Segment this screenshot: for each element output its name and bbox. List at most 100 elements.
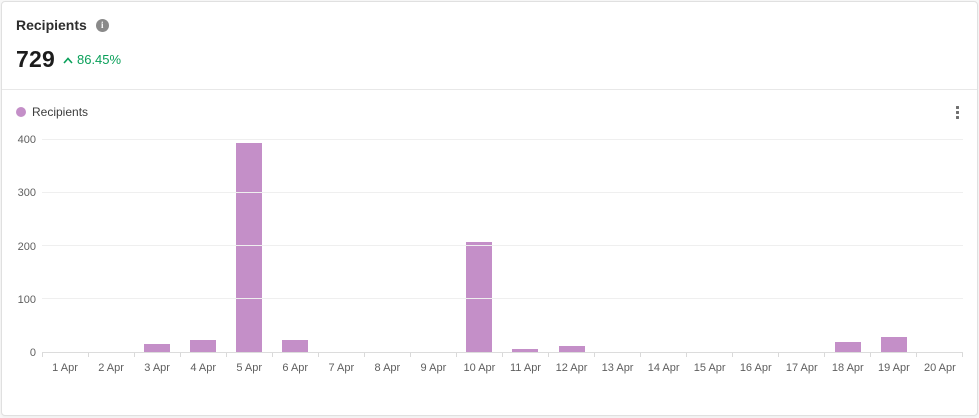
x-tick [273, 353, 319, 357]
bar-19-apr[interactable] [880, 336, 907, 352]
x-tick [595, 353, 641, 357]
bar-cell-13-apr [595, 140, 641, 352]
x-tick [641, 353, 687, 357]
x-tick [825, 353, 871, 357]
bar-11-apr[interactable] [512, 349, 539, 352]
bar-cell-11-apr [502, 140, 548, 352]
bar-cell-3-apr [134, 140, 180, 352]
x-tick [43, 353, 89, 357]
bar-cell-5-apr [226, 140, 272, 352]
bar-cell-1-apr [42, 140, 88, 352]
x-tick-label: 18 Apr [831, 362, 864, 374]
x-tick-label: 7 Apr [328, 362, 355, 374]
bar-cell-12-apr [549, 140, 595, 352]
bar-cell-9-apr [410, 140, 456, 352]
kebab-menu-icon[interactable] [952, 104, 963, 121]
x-tick [135, 353, 181, 357]
x-tick-label: 13 Apr [601, 362, 634, 374]
x-tick [181, 353, 227, 357]
x-tick [319, 353, 365, 357]
x-tick-label: 11 Apr [509, 362, 541, 374]
x-tick-label: 16 Apr [739, 362, 772, 374]
bar-cell-18-apr [825, 140, 871, 352]
bar-10-apr[interactable] [466, 241, 493, 352]
page-title: Recipients [16, 17, 87, 33]
x-tick-label: 12 Apr [555, 362, 588, 374]
bar-12-apr[interactable] [558, 345, 585, 352]
x-tick [365, 353, 411, 357]
bar-5-apr[interactable] [236, 142, 263, 352]
plot-outer: 0 100 200 300 400 1 Apr 2 Apr 3 Apr 4 Apr 5 Apr 6… [18, 134, 963, 374]
bars-container [42, 140, 963, 352]
bar-cell-19-apr [871, 140, 917, 352]
gridline-300 [42, 192, 963, 193]
bar-cell-16-apr [733, 140, 779, 352]
x-tick-label: 9 Apr [420, 362, 447, 374]
x-tick-label: 20 Apr [924, 362, 956, 374]
bar-cell-20-apr [917, 140, 963, 352]
bar-cell-15-apr [687, 140, 733, 352]
x-tick-label: 15 Apr [693, 362, 726, 374]
x-tick [457, 353, 503, 357]
x-tick-label: 14 Apr [647, 362, 680, 374]
x-tick [411, 353, 457, 357]
bar-6-apr[interactable] [282, 340, 309, 352]
legend-item-recipients[interactable]: Recipients [16, 105, 88, 119]
x-tick-label: 17 Apr [785, 362, 818, 374]
x-tick [687, 353, 733, 357]
legend-label: Recipients [32, 105, 89, 119]
y-tick-label: 300 [17, 187, 36, 200]
x-tick [89, 353, 135, 357]
bar-18-apr[interactable] [834, 341, 861, 352]
metric-row: 729 86.45% [16, 46, 963, 73]
y-axis-labels: 0 100 200 300 400 [14, 134, 36, 359]
x-tick [549, 353, 595, 357]
x-tick-label: 8 Apr [374, 362, 401, 374]
x-tick [779, 353, 825, 357]
legend-row: Recipients [16, 102, 963, 122]
caret-up-icon [62, 56, 74, 65]
bar-cell-2-apr [88, 140, 134, 352]
plot-area: 0 100 200 300 400 [18, 134, 963, 359]
chart-panel: Recipients 0 100 200 300 400 1 Apr 2 Apr 3 Apr… [2, 90, 977, 415]
bar-3-apr[interactable] [144, 343, 171, 352]
x-tick [503, 353, 549, 357]
bar-cell-6-apr [272, 140, 318, 352]
x-tick-label: 1 Apr [52, 362, 78, 374]
metric-value: 729 [16, 46, 55, 72]
x-tick-label: 6 Apr [282, 362, 309, 374]
y-tick-label: 0 [29, 347, 36, 359]
trend-value: 86.45% [76, 52, 122, 67]
title-row: Recipients i [16, 16, 963, 34]
bar-cell-7-apr [318, 140, 364, 352]
bar-cell-4-apr [180, 140, 226, 352]
card-header: Recipients i 729 86.45% [2, 2, 977, 90]
y-tick-label: 100 [17, 293, 36, 306]
bar-cell-10-apr [456, 140, 502, 352]
x-tick [917, 353, 963, 357]
y-tick-label: 200 [17, 240, 36, 253]
bar-4-apr[interactable] [190, 339, 217, 352]
x-axis-ticks [42, 353, 963, 357]
x-tick-label: 19 Apr [877, 362, 910, 374]
bar-chart: 0 100 200 300 400 1 Apr 2 Apr 3 Apr 4 Apr 5 Apr 6… [16, 134, 963, 403]
x-tick-label: 2 Apr [98, 362, 124, 374]
x-tick-label: 4 Apr [190, 362, 216, 374]
bar-cell-14-apr [641, 140, 687, 352]
gridline-200 [42, 245, 963, 246]
x-tick-label: 10 Apr [463, 362, 496, 374]
gridline-400 [42, 139, 963, 140]
gridline-100 [42, 298, 963, 299]
bar-cell-17-apr [779, 140, 825, 352]
x-axis-labels: 1 Apr 2 Apr 3 Apr 4 Apr 5 Apr 6 Apr 7 Apr 8 Apr… [42, 362, 963, 374]
y-tick-label: 400 [17, 134, 36, 146]
x-tick [227, 353, 273, 357]
x-tick [871, 353, 917, 357]
bar-cell-8-apr [364, 140, 410, 352]
legend-dot [16, 107, 26, 117]
trend-indicator: 86.45% [62, 52, 121, 67]
info-icon[interactable]: i [95, 18, 109, 32]
x-tick [733, 353, 779, 357]
x-tick-label: 5 Apr [236, 362, 263, 374]
